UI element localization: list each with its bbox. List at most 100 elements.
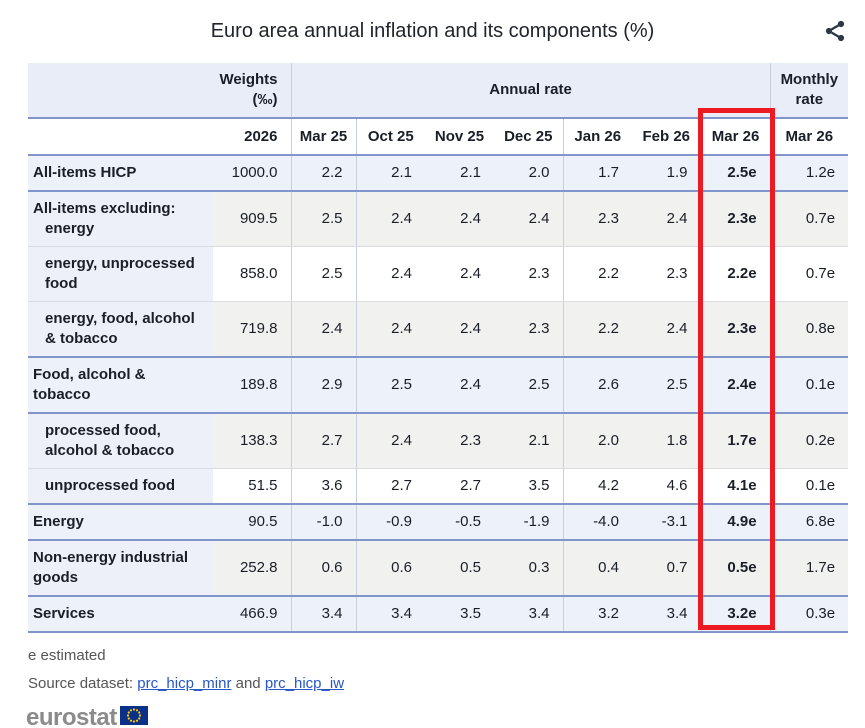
footnote: e estimated (28, 647, 106, 664)
annual-value-cell: 0.4 (563, 540, 632, 597)
annual-value-cell: 2.3 (494, 301, 564, 358)
annual-value-cell: 0.6 (291, 540, 357, 597)
annual-value-cell: -1.9 (494, 503, 564, 541)
row-label-cell: All-items HICP (28, 154, 213, 192)
annual-value-cell: 2.4 (356, 246, 425, 302)
source-link-prc-hicp-iw[interactable]: prc_hicp_iw (264, 675, 345, 692)
column-header-month: Mar 26 (701, 118, 771, 156)
source-and: and (231, 675, 265, 692)
monthly-rate-group-header: Monthly rate (770, 63, 849, 119)
annual-value-cell: 2.7 (291, 413, 357, 469)
column-header-weights-year: 2026 (28, 118, 292, 156)
annual-value-cell: -1.0 (291, 503, 357, 541)
annual-value-cell: -3.1 (632, 503, 702, 541)
annual-estimated-value-cell: 2.3e (701, 191, 771, 247)
annual-value-cell: -4.0 (563, 503, 632, 541)
inflation-table-wrapper: Weights (‰) Annual rate Monthly rate 202… (28, 63, 849, 633)
annual-estimated-value-cell: 4.1e (701, 468, 771, 505)
row-label-cell: Services (28, 595, 213, 633)
annual-value-cell: 2.4 (425, 191, 494, 247)
annual-value-cell: 2.1 (356, 154, 425, 192)
monthly-value-cell: 0.3e (770, 595, 849, 633)
annual-value-cell: 2.0 (494, 154, 564, 192)
annual-rate-group-header: Annual rate (291, 63, 771, 119)
row-label-cell: Non-energy industrial goods (28, 540, 213, 597)
table-row: unprocessed food 51.5 3.6 2.7 2.7 3.5 4.2 4.6 4.… (28, 468, 849, 505)
annual-estimated-value-cell: 2.4e (701, 356, 771, 414)
monthly-value-cell: 0.1e (770, 356, 849, 414)
column-header-month: Nov 25 (425, 118, 494, 156)
share-icon (823, 19, 847, 43)
annual-value-cell: 4.2 (563, 468, 632, 505)
annual-value-cell: 3.4 (494, 595, 564, 633)
inflation-table: Weights (‰) Annual rate Monthly rate 202… (28, 63, 849, 633)
weight-cell: 51.5 (213, 468, 292, 505)
annual-value-cell: 2.4 (356, 301, 425, 358)
annual-value-cell: 1.9 (632, 154, 702, 192)
monthly-value-cell: 0.7e (770, 246, 849, 302)
annual-value-cell: 0.3 (494, 540, 564, 597)
annual-value-cell: 2.4 (425, 356, 494, 414)
annual-value-cell: 0.6 (356, 540, 425, 597)
weight-cell: 909.5 (213, 191, 292, 247)
annual-value-cell: 2.2 (563, 301, 632, 358)
annual-value-cell: 2.6 (563, 356, 632, 414)
source-prefix: Source dataset: (28, 675, 138, 692)
annual-value-cell: 1.8 (632, 413, 702, 469)
annual-estimated-value-cell: 1.7e (701, 413, 771, 469)
column-header-row: 2026 Mar 25 Oct 25 Nov 25 Dec 25 Jan 26 Feb 2… (28, 118, 849, 156)
monthly-value-cell: 1.2e (770, 154, 849, 192)
table-row: processed food, alcohol & tobacco 138.3 2.… (28, 413, 849, 469)
annual-value-cell: 2.4 (494, 191, 564, 247)
annual-value-cell: 2.2 (291, 154, 357, 192)
annual-value-cell: 2.3 (425, 413, 494, 469)
annual-value-cell: 2.4 (632, 191, 702, 247)
annual-value-cell: 0.7 (632, 540, 702, 597)
monthly-value-cell: 1.7e (770, 540, 849, 597)
table-row: energy, food, alcohol & tobacco 719.8 2.4 2… (28, 301, 849, 358)
monthly-value-cell: 0.7e (770, 191, 849, 247)
annual-estimated-value-cell: 2.2e (701, 246, 771, 302)
annual-value-cell: 2.4 (356, 413, 425, 469)
annual-value-cell: 2.5 (356, 356, 425, 414)
row-label-cell: All-items excluding: energy (28, 191, 213, 247)
table-row: energy, unprocessed food 858.0 2.5 2.4 2.4 2.… (28, 246, 849, 302)
annual-value-cell: 2.5 (291, 246, 357, 302)
annual-value-cell: 2.4 (632, 301, 702, 358)
title-bar: Euro area annual inflation and its compo… (0, 0, 865, 63)
annual-value-cell: 2.4 (425, 246, 494, 302)
row-label-cell: energy, food, alcohol & tobacco (28, 301, 213, 358)
annual-value-cell: 2.4 (425, 301, 494, 358)
column-header-month: Mar 25 (291, 118, 357, 156)
annual-value-cell: 2.3 (563, 191, 632, 247)
annual-value-cell: -0.5 (425, 503, 494, 541)
annual-value-cell: 2.0 (563, 413, 632, 469)
annual-estimated-value-cell: 2.3e (701, 301, 771, 358)
share-button[interactable] (821, 17, 849, 45)
weight-cell: 466.9 (213, 595, 292, 633)
annual-value-cell: 3.4 (291, 595, 357, 633)
annual-estimated-value-cell: 2.5e (701, 154, 771, 192)
annual-value-cell: -0.9 (356, 503, 425, 541)
annual-value-cell: 3.4 (632, 595, 702, 633)
eurostat-logo: eurostat (26, 704, 865, 728)
annual-value-cell: 0.5 (425, 540, 494, 597)
annual-value-cell: 2.3 (494, 246, 564, 302)
column-header-month: Jan 26 (563, 118, 632, 156)
table-body: All-items HICP 1000.0 2.2 2.1 2.1 2.0 1.7 1.9 2.… (28, 154, 849, 633)
source-link-prc-hicp-minr[interactable]: prc_hicp_minr (137, 675, 232, 692)
annual-estimated-value-cell: 0.5e (701, 540, 771, 597)
column-header-month: Oct 25 (356, 118, 425, 156)
weight-cell: 90.5 (213, 503, 292, 541)
weight-cell: 858.0 (213, 246, 292, 302)
weight-cell: 189.8 (213, 356, 292, 414)
annual-value-cell: 2.1 (425, 154, 494, 192)
table-row: Services 466.9 3.4 3.4 3.5 3.4 3.2 3.4 3.2e 0.3e (28, 595, 849, 633)
annual-value-cell: 3.6 (291, 468, 357, 505)
row-label-cell: unprocessed food (28, 468, 213, 505)
annual-value-cell: 2.7 (356, 468, 425, 505)
row-label-cell: processed food, alcohol & tobacco (28, 413, 213, 469)
column-header-month: Dec 25 (494, 118, 564, 156)
source-line: Source dataset: prc_hicp_minr and prc_hi… (28, 675, 865, 692)
